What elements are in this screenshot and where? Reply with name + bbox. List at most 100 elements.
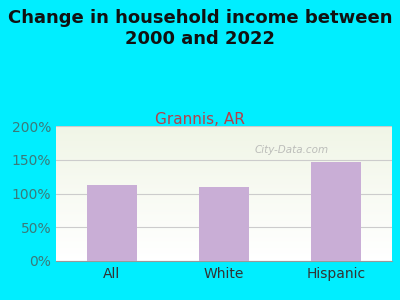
Bar <box>56 203 392 204</box>
Bar <box>56 195 392 196</box>
Bar <box>56 227 392 229</box>
Bar <box>56 136 392 137</box>
Bar <box>56 183 392 184</box>
Bar <box>56 152 392 153</box>
Bar <box>56 245 392 246</box>
Bar <box>56 208 392 210</box>
Bar <box>56 238 392 239</box>
Bar <box>56 234 392 235</box>
Bar <box>56 192 392 194</box>
Bar <box>56 258 392 260</box>
Text: Change in household income between
2000 and 2022: Change in household income between 2000 … <box>8 9 392 48</box>
Bar <box>56 161 392 162</box>
Bar <box>56 129 392 130</box>
Bar <box>56 141 392 142</box>
Bar <box>56 237 392 238</box>
Bar <box>56 180 392 181</box>
Bar <box>56 241 392 242</box>
Bar <box>56 196 392 197</box>
Bar <box>56 145 392 146</box>
Bar <box>56 220 392 222</box>
Bar <box>56 187 392 188</box>
Bar <box>87 185 137 261</box>
Bar <box>56 199 392 200</box>
Bar <box>56 226 392 227</box>
Bar <box>56 173 392 175</box>
Bar <box>56 250 392 251</box>
Bar <box>56 172 392 173</box>
Bar <box>56 218 392 219</box>
Bar <box>56 254 392 256</box>
Bar <box>56 137 392 138</box>
Bar <box>56 215 392 216</box>
Bar <box>56 202 392 203</box>
Bar <box>56 214 392 215</box>
Bar <box>56 178 392 180</box>
Bar <box>56 154 392 156</box>
Bar <box>56 138 392 140</box>
Bar <box>311 162 361 261</box>
Bar <box>56 222 392 223</box>
Bar <box>56 204 392 206</box>
Bar <box>56 190 392 191</box>
Bar <box>56 246 392 247</box>
Bar <box>56 153 392 154</box>
Bar <box>56 249 392 250</box>
Bar <box>56 181 392 183</box>
Text: City-Data.com: City-Data.com <box>254 145 328 155</box>
Bar <box>56 156 392 157</box>
Bar <box>56 253 392 254</box>
Bar <box>56 223 392 224</box>
Bar <box>56 184 392 185</box>
Bar <box>56 200 392 202</box>
Bar <box>199 188 249 261</box>
Bar <box>56 188 392 190</box>
Bar <box>56 177 392 178</box>
Bar <box>56 164 392 165</box>
Bar <box>56 148 392 149</box>
Bar <box>56 191 392 192</box>
Bar <box>56 210 392 211</box>
Bar <box>56 207 392 208</box>
Bar <box>56 251 392 253</box>
Bar <box>56 244 392 245</box>
Bar <box>56 150 392 152</box>
Bar <box>56 230 392 231</box>
Bar <box>56 206 392 207</box>
Bar <box>56 140 392 141</box>
Bar <box>56 235 392 237</box>
Bar <box>56 134 392 135</box>
Bar <box>56 170 392 172</box>
Bar <box>56 142 392 144</box>
Bar <box>56 143 392 145</box>
Bar <box>56 212 392 214</box>
Bar <box>56 229 392 230</box>
Bar <box>56 163 392 164</box>
Bar <box>56 176 392 177</box>
Bar <box>56 131 392 133</box>
Bar <box>56 260 392 261</box>
Bar <box>56 224 392 226</box>
Bar <box>56 239 392 241</box>
Bar <box>56 231 392 233</box>
Bar <box>56 167 392 168</box>
Bar <box>56 149 392 150</box>
Bar <box>56 157 392 158</box>
Bar <box>56 219 392 220</box>
Bar <box>56 248 392 249</box>
Bar <box>56 257 392 258</box>
Bar <box>56 169 392 170</box>
Bar <box>56 158 392 160</box>
Bar <box>56 133 392 134</box>
Bar <box>56 160 392 161</box>
Bar <box>56 194 392 195</box>
Bar <box>56 165 392 166</box>
Bar <box>56 175 392 176</box>
Bar <box>56 130 392 131</box>
Bar <box>56 233 392 234</box>
Bar <box>56 168 392 169</box>
Bar <box>56 242 392 244</box>
Bar <box>56 217 392 218</box>
Text: Grannis, AR: Grannis, AR <box>155 112 245 128</box>
Bar <box>56 126 392 127</box>
